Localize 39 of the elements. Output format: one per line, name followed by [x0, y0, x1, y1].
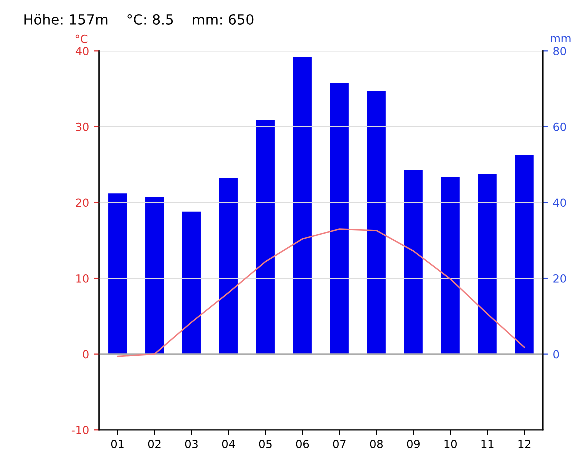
y-tick-label: 10 [76, 274, 89, 283]
x-tick-label: 06 [296, 440, 310, 448]
y-tick-label: 30 [76, 122, 89, 132]
y2-tick-label: 80 [554, 47, 566, 56]
x-tick-label: 08 [370, 440, 383, 448]
x-tick-label: 11 [482, 440, 494, 448]
x-tick-label: 07 [333, 440, 346, 448]
bar [219, 178, 238, 354]
y-tick-label: 20 [76, 198, 89, 208]
chart-title: Höhe: 157m °C: 8.5 mm: 650 [24, 14, 254, 25]
y-tick-label: 40 [76, 47, 89, 56]
bar [478, 174, 497, 354]
x-tick-label: 09 [407, 440, 420, 448]
y2-axis-title: mm [551, 36, 571, 43]
x-tick-label: 05 [259, 440, 272, 448]
x-tick-label: 10 [444, 440, 457, 448]
bar [330, 82, 349, 354]
x-tick-label: 12 [518, 440, 531, 448]
bar [404, 170, 423, 354]
bar [146, 197, 164, 354]
y2-tick-label: 40 [553, 198, 566, 208]
x-tick-label: 03 [185, 440, 198, 448]
bar [108, 194, 128, 354]
y-tick-label: -10 [72, 426, 89, 435]
y2-tick-label: 60 [554, 122, 566, 132]
y2-tick-label: 20 [554, 274, 566, 283]
y-tick-label: 0 [83, 350, 89, 359]
y2-tick-label: 0 [554, 350, 560, 359]
bar [441, 177, 460, 354]
x-tick-label: 01 [111, 440, 124, 448]
bar [256, 120, 275, 354]
x-tick-label: 02 [148, 440, 161, 448]
y-axis-title: °C [76, 34, 88, 44]
x-tick-label: 04 [222, 440, 236, 448]
line-series [117, 228, 526, 358]
bar [367, 90, 386, 354]
bar [515, 155, 534, 354]
bar [293, 57, 312, 354]
bar [182, 212, 201, 354]
